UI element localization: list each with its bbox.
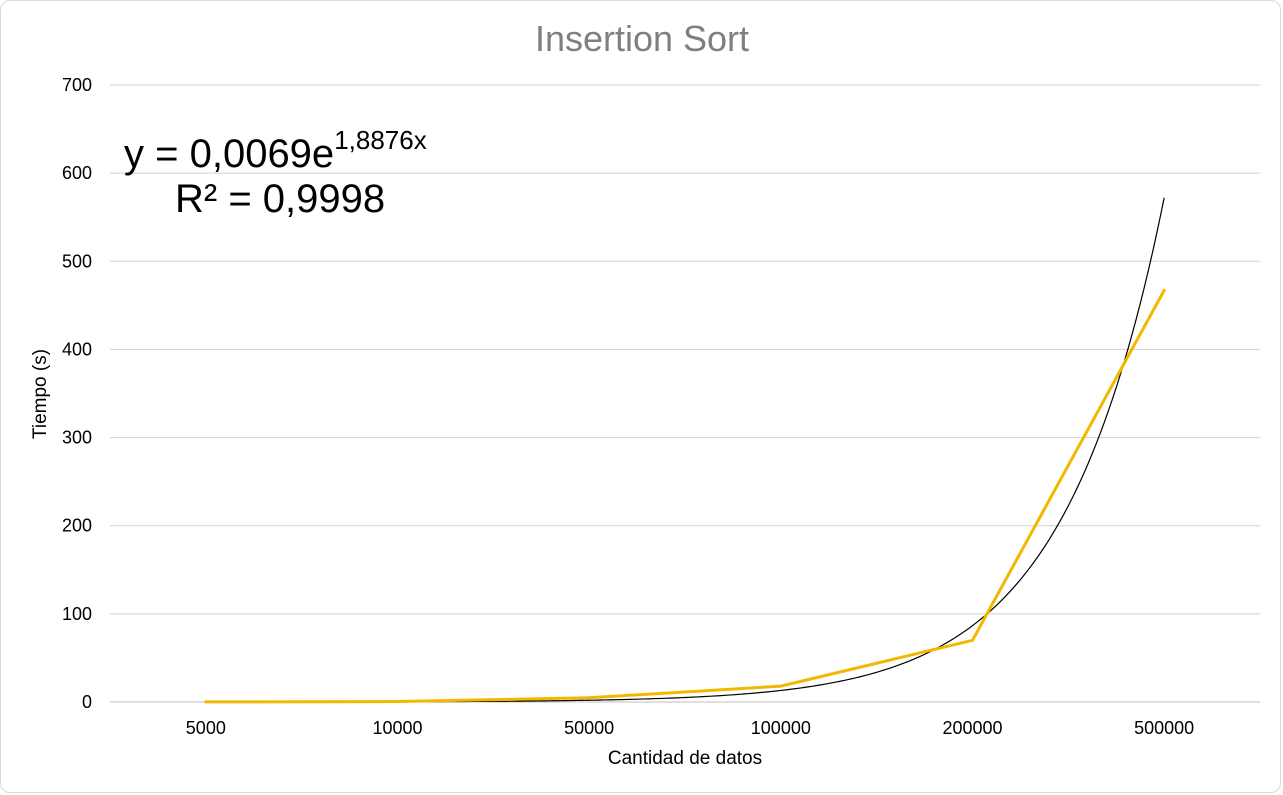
- series-group: [204, 288, 1166, 704]
- x-axis-label: Cantidad de datos: [608, 748, 762, 769]
- trendline-equation-base: y = 0,0069e: [124, 132, 334, 176]
- data-point: [971, 638, 974, 642]
- y-tick-label: 400: [62, 339, 92, 359]
- chart-title: Insertion Sort: [535, 18, 749, 59]
- trendline-r2: R² = 0,9998: [175, 177, 385, 221]
- y-tick-label: 0: [82, 692, 92, 712]
- x-tick-label: 200000: [942, 718, 1002, 738]
- data-point: [1162, 288, 1166, 292]
- y-tick-label: 700: [62, 75, 92, 95]
- trendline: [205, 197, 1165, 703]
- y-tick-label: 600: [62, 163, 92, 183]
- series-line: [204, 288, 1166, 704]
- y-tick-labels: 0 100 200 300 400 500 600 700: [62, 75, 92, 712]
- x-tick-label: 10000: [372, 718, 422, 738]
- trendline-equation-exponent: 1,8876x: [334, 125, 427, 155]
- trendline-equation: y = 0,0069e1,8876x: [124, 125, 427, 176]
- y-axis-label: Tiempo (s): [30, 349, 51, 439]
- x-tick-label: 50000: [564, 718, 614, 738]
- data-point: [204, 700, 208, 704]
- y-tick-label: 300: [62, 428, 92, 448]
- y-tick-label: 200: [62, 516, 92, 536]
- trendline-group: [205, 197, 1165, 703]
- y-tick-label: 100: [62, 604, 92, 624]
- data-point: [779, 684, 783, 688]
- x-tick-label: 5000: [186, 718, 226, 738]
- x-tick-label: 500000: [1134, 718, 1194, 738]
- data-point: [396, 700, 399, 704]
- x-tick-label: 100000: [751, 718, 811, 738]
- x-tick-labels: 5000 10000 50000 100000 200000 500000: [186, 718, 1194, 738]
- y-tick-label: 500: [62, 251, 92, 271]
- data-point: [587, 696, 591, 700]
